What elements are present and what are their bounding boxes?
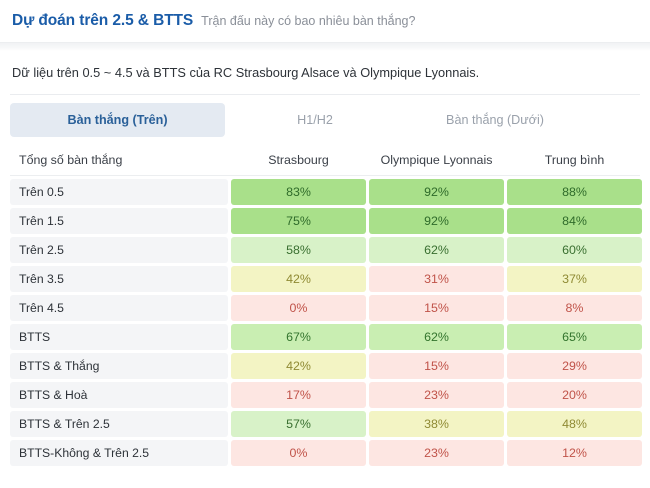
stat-cell: 88% — [507, 178, 642, 205]
header-subtitle: Trận đấu này có bao nhiêu bàn thắng? — [201, 14, 416, 28]
tab-goals-under[interactable]: Bàn thắng (Dưới) — [446, 112, 544, 127]
row-label: BTTS & Trên 2.5 — [10, 410, 228, 437]
stat-cell: 62% — [369, 236, 504, 263]
tab-bar: Bàn thắng (Trên) H1/H2 Bàn thắng (Dưới) — [0, 95, 650, 145]
stat-cell: 57% — [231, 410, 366, 437]
row-label: BTTS & Hoà — [10, 381, 228, 408]
table-row: BTTS-Không & Trên 2.5 0% 23% 12% — [10, 439, 642, 466]
row-label: Trên 2.5 — [10, 236, 228, 263]
description-text: Dữ liệu trên 0.5 ~ 4.5 và BTTS của RC St… — [12, 65, 480, 80]
column-header-metric: Tổng số bàn thắng — [19, 152, 123, 167]
column-header-home: Strasbourg — [268, 152, 329, 167]
stat-cell: 0% — [231, 439, 366, 466]
stat-cell: 37% — [507, 265, 642, 292]
stat-cell: 23% — [369, 381, 504, 408]
stat-cell: 83% — [231, 178, 366, 205]
stat-cell: 23% — [369, 439, 504, 466]
stat-cell: 42% — [231, 265, 366, 292]
stat-cell: 31% — [369, 265, 504, 292]
stat-cell: 8% — [507, 294, 642, 321]
column-header-away: Olympique Lyonnais — [380, 152, 493, 167]
page-title: Dự đoán trên 2.5 & BTTS — [12, 12, 194, 29]
stat-cell: 29% — [507, 352, 642, 379]
stat-cell: 65% — [507, 323, 642, 350]
column-header-average: Trung bình — [544, 152, 605, 167]
stat-cell: 17% — [231, 381, 366, 408]
stat-cell: 67% — [231, 323, 366, 350]
stat-cell: 75% — [231, 207, 366, 234]
table-row: BTTS & Hoà 17% 23% 20% — [10, 381, 642, 408]
description-section: Dữ liệu trên 0.5 ~ 4.5 và BTTS của RC St… — [0, 51, 650, 94]
table-row: Trên 3.5 42% 31% 37% — [10, 265, 642, 292]
table-body: Trên 0.5 83% 92% 88% Trên 1.5 75% 92% 84% Trên 2… — [10, 178, 642, 466]
stat-cell: 62% — [369, 323, 504, 350]
table-row: Trên 2.5 58% 62% 60% — [10, 236, 642, 263]
stat-cell: 42% — [231, 352, 366, 379]
row-label: Trên 0.5 — [10, 178, 228, 205]
stat-cell: 0% — [231, 294, 366, 321]
stat-cell: 92% — [369, 207, 504, 234]
description-divider — [10, 93, 640, 95]
widget-header: Dự đoán trên 2.5 & BTTS Trận đấu này có … — [0, 0, 650, 42]
table-row: BTTS & Thắng 42% 15% 29% — [10, 352, 642, 379]
stat-cell: 38% — [369, 410, 504, 437]
header-separator — [0, 42, 650, 51]
stats-table: Tổng số bàn thắng Strasbourg Olympique L… — [0, 145, 650, 466]
stat-cell: 60% — [507, 236, 642, 263]
table-row: Trên 0.5 83% 92% 88% — [10, 178, 642, 205]
stat-cell: 12% — [507, 439, 642, 466]
table-row: Trên 1.5 75% 92% 84% — [10, 207, 642, 234]
tab-h1-h2[interactable]: H1/H2 — [297, 112, 333, 127]
row-label: BTTS — [10, 323, 228, 350]
table-row: BTTS & Trên 2.5 57% 38% 48% — [10, 410, 642, 437]
table-header-row: Tổng số bàn thắng Strasbourg Olympique L… — [10, 145, 640, 176]
tab-goals-over[interactable]: Bàn thắng (Trên) — [10, 102, 225, 137]
table-row: Trên 4.5 0% 15% 8% — [10, 294, 642, 321]
stat-cell: 84% — [507, 207, 642, 234]
stat-cell: 48% — [507, 410, 642, 437]
table-row: BTTS 67% 62% 65% — [10, 323, 642, 350]
row-label: BTTS & Thắng — [10, 352, 228, 379]
stat-cell: 58% — [231, 236, 366, 263]
row-label: Trên 1.5 — [10, 207, 228, 234]
stat-cell: 20% — [507, 381, 642, 408]
row-label: BTTS-Không & Trên 2.5 — [10, 439, 228, 466]
stat-cell: 92% — [369, 178, 504, 205]
row-label: Trên 4.5 — [10, 294, 228, 321]
stat-cell: 15% — [369, 294, 504, 321]
stat-cell: 15% — [369, 352, 504, 379]
row-label: Trên 3.5 — [10, 265, 228, 292]
